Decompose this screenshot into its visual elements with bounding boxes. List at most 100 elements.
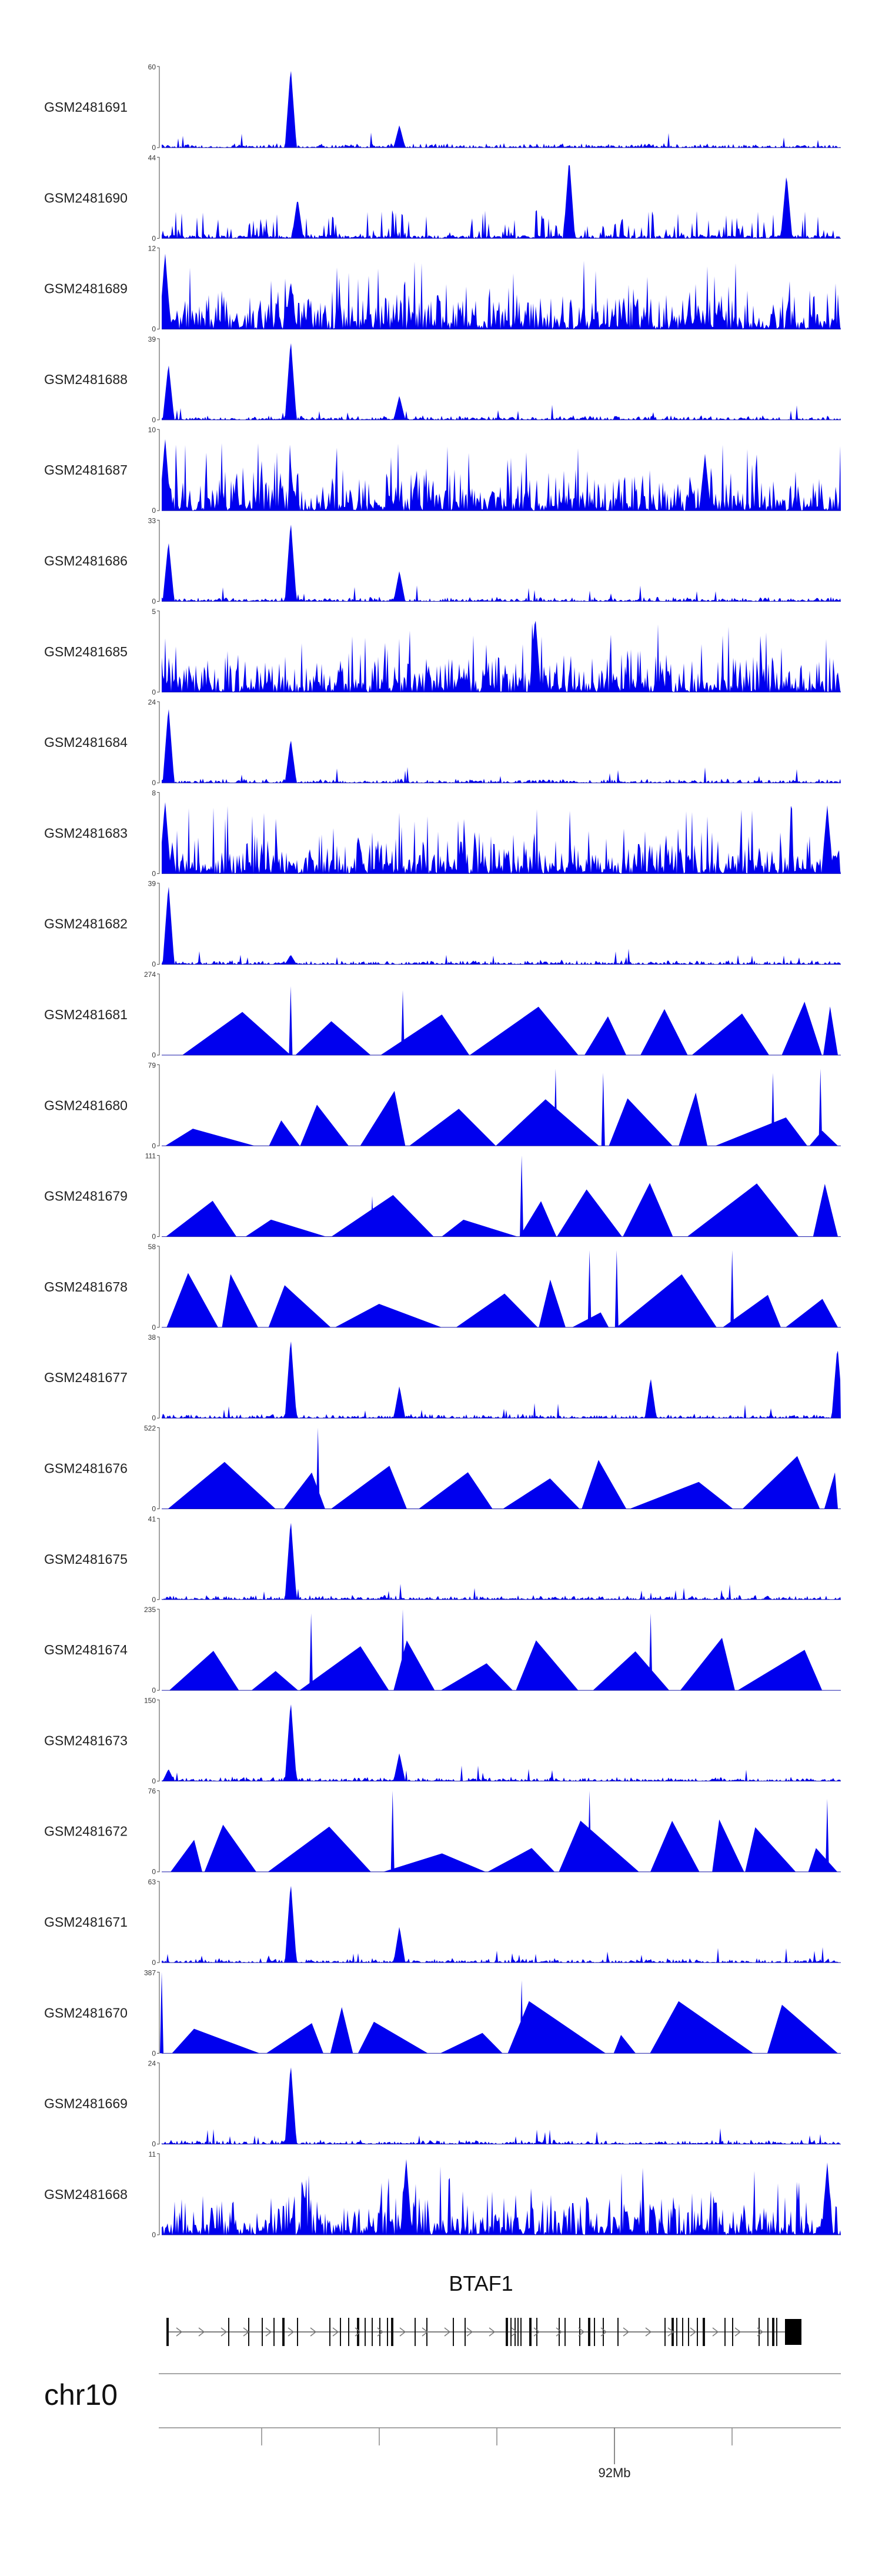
track-label: GSM2481673 (44, 1733, 128, 1748)
strand-chevron (399, 2327, 406, 2337)
track-GSM2481683: GSM2481683 8 0 (44, 789, 841, 877)
gene-exon (603, 2318, 604, 2346)
track-ymin-label: 0 (152, 325, 156, 333)
track-label: GSM2481681 (44, 1007, 128, 1022)
strand-chevron (600, 2327, 607, 2337)
track-ymin-label: 0 (152, 2049, 156, 2057)
strand-chevron (511, 2327, 518, 2337)
track-GSM2481676: GSM2481676 522 0 (44, 1424, 841, 1513)
gene-exon (617, 2318, 619, 2346)
track-GSM2481690: GSM2481690 44 0 (44, 154, 841, 242)
track-ymin-label: 0 (152, 1505, 156, 1513)
gene-exon (510, 2318, 512, 2346)
gene-exon (506, 2318, 508, 2346)
gene-utr (785, 2319, 801, 2345)
track-ymax-label: 387 (144, 1968, 156, 1977)
coverage-area (182, 986, 838, 1055)
track-ymax-label: 24 (148, 698, 156, 706)
track-ymax-label: 522 (144, 1424, 156, 1433)
track-ymax-label: 58 (148, 1243, 156, 1251)
track-GSM2481682: GSM2481682 39 0 (44, 880, 841, 969)
strand-chevron (667, 2327, 674, 2337)
axis-tick-label: 92Mb (598, 2465, 630, 2480)
track-GSM2481671: GSM2481671 63 0 (44, 1878, 841, 1967)
track-ymax-label: 76 (148, 1787, 156, 1796)
coverage-area (171, 1790, 838, 1872)
gene-exon (594, 2318, 595, 2346)
track-ymax-label: 235 (144, 1606, 156, 1614)
track-ymin-label: 0 (152, 1596, 156, 1604)
track-GSM2481691: GSM2481691 60 0 (44, 63, 841, 152)
track-label: GSM2481679 (44, 1189, 128, 1204)
track-ymax-label: 111 (145, 1152, 156, 1160)
strand-chevron (288, 2327, 295, 2337)
track-label: GSM2481678 (44, 1279, 128, 1294)
gene-exon (776, 2318, 777, 2346)
gene-track: BTAF1 (166, 2271, 801, 2346)
gene-exon (348, 2318, 349, 2346)
track-ymin-label: 0 (152, 506, 156, 515)
gene-label: BTAF1 (449, 2271, 513, 2295)
gene-exon (379, 2318, 380, 2346)
track-GSM2481675: GSM2481675 41 0 (44, 1515, 841, 1604)
track-label: GSM2481688 (44, 372, 128, 387)
strand-chevron (220, 2327, 228, 2337)
strand-chevron (332, 2327, 339, 2337)
track-ymin-label: 0 (152, 2231, 156, 2239)
strand-chevron (734, 2327, 741, 2337)
gene-exon (273, 2318, 275, 2346)
track-GSM2481685: GSM2481685 5 0 (44, 608, 841, 696)
track-ymax-label: 12 (148, 245, 156, 253)
track-ymax-label: 39 (148, 335, 156, 343)
track-label: GSM2481680 (44, 1097, 128, 1113)
track-label: GSM2481686 (44, 553, 128, 569)
track-label: GSM2481691 (44, 99, 128, 115)
track-ymax-label: 63 (148, 1878, 156, 1886)
coverage-area (162, 343, 841, 420)
track-ymin-label: 0 (152, 1686, 156, 1694)
gene-exon (529, 2318, 532, 2346)
track-ymin-label: 0 (152, 2140, 156, 2148)
coverage-area (162, 1523, 841, 1600)
chromosome-label: chr10 (44, 2378, 118, 2411)
coverage-tracks: GSM2481691600GSM2481690440GSM2481689120G… (44, 63, 841, 2239)
gene-exon (453, 2318, 454, 2346)
track-GSM2481668: GSM2481668 11 0 (44, 2150, 841, 2239)
track-ymin-label: 0 (152, 1777, 156, 1785)
strand-chevron (198, 2327, 205, 2337)
coverage-area (162, 165, 841, 239)
track-ymax-label: 60 (148, 63, 156, 71)
gene-exon (732, 2318, 733, 2346)
track-GSM2481687: GSM2481687 10 0 (44, 426, 841, 515)
strand-chevron (243, 2327, 250, 2337)
strand-chevron (355, 2327, 362, 2337)
gene-exon (579, 2318, 580, 2346)
coverage-area (162, 802, 841, 874)
track-label: GSM2481677 (44, 1370, 128, 1385)
track-ymax-label: 79 (148, 1061, 156, 1069)
gene-exon (676, 2318, 677, 2346)
track-label: GSM2481671 (44, 1914, 128, 1930)
coverage-area (166, 1250, 838, 1327)
gene-exon (559, 2318, 560, 2346)
gene-exon (514, 2318, 516, 2346)
gene-exon (166, 2318, 169, 2346)
gene-exon (329, 2318, 330, 2346)
gene-exon (228, 2318, 229, 2346)
track-GSM2481670: GSM2481670 387 0 (44, 1968, 841, 2057)
gene-exon (688, 2318, 689, 2346)
track-ymin-label: 0 (152, 1958, 156, 1967)
track-label: GSM2481684 (44, 735, 128, 750)
gene-exon (588, 2318, 590, 2346)
coverage-area (166, 1155, 838, 1237)
track-GSM2481689: GSM2481689 12 0 (44, 245, 841, 333)
track-ymax-label: 41 (148, 1515, 156, 1523)
coverage-area (169, 1609, 823, 1691)
strand-chevron (712, 2327, 719, 2337)
coverage-area (160, 1972, 838, 2054)
track-label: GSM2481685 (44, 644, 128, 659)
track-label: GSM2481690 (44, 190, 128, 205)
track-ymin-label: 0 (152, 688, 156, 696)
gene-exon (465, 2318, 466, 2346)
track-ymax-label: 11 (149, 2150, 156, 2158)
